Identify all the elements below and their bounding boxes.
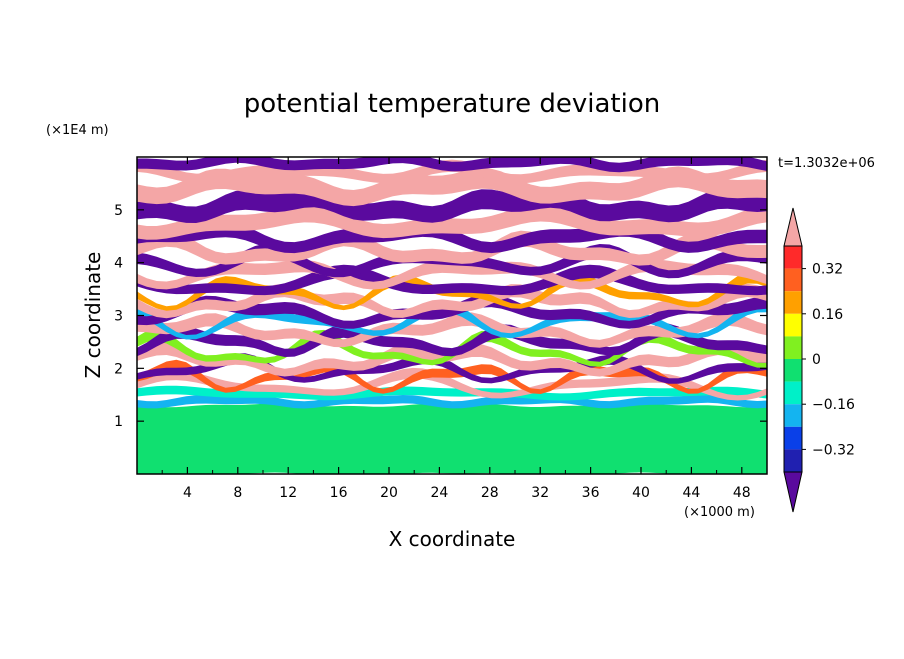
- x-tick-label: 16: [330, 485, 348, 501]
- time-label: t=1.3032e+06: [778, 156, 875, 171]
- contour-band: [137, 312, 767, 348]
- colorbar-swatch: [784, 381, 802, 405]
- colorbar-label: −0.16: [812, 397, 855, 413]
- colorbar: 0.32 0.16 0 −0.16 −0.32: [783, 207, 855, 513]
- x-tick-label: 4: [183, 485, 192, 501]
- colorbar-label: 0.32: [812, 262, 843, 278]
- contour-band: [137, 385, 767, 401]
- colorbar-swatch: [784, 449, 802, 472]
- x-axis-title: X coordinate: [389, 527, 516, 551]
- contour-band: [137, 293, 767, 329]
- y-tick-label: 4: [114, 256, 123, 272]
- contour-band: [137, 403, 767, 474]
- y-tick-label: 2: [114, 361, 123, 377]
- x-tick-label: 32: [531, 485, 549, 501]
- x-tick-label: 36: [582, 485, 600, 501]
- y-axis: 1 2 3 4 5: [114, 203, 767, 430]
- y-tick-label: 3: [114, 309, 123, 325]
- x-tick-label: 24: [430, 485, 448, 501]
- x-tick-label: 8: [233, 485, 242, 501]
- x-tick-label: 44: [682, 485, 700, 501]
- x-tick-label: 28: [481, 485, 499, 501]
- colorbar-swatch: [784, 313, 802, 337]
- contour-band: [137, 394, 767, 409]
- y-unit-label: (×1E4 m): [46, 123, 109, 138]
- contour-band: [137, 367, 767, 401]
- chart-title: potential temperature deviation: [244, 89, 660, 119]
- x-tick-label: 20: [380, 485, 398, 501]
- y-axis-title: Z coordinate: [81, 252, 105, 379]
- contour-band: [137, 230, 767, 266]
- colorbar-swatch: [784, 359, 802, 382]
- colorbar-label: 0.16: [812, 307, 843, 323]
- colorbar-swatch: [784, 246, 802, 269]
- contour-band: [137, 166, 767, 207]
- contour-field: [137, 157, 767, 474]
- colorbar-swatch: [784, 268, 802, 292]
- contour-band: [137, 157, 767, 173]
- contour-band: [137, 186, 767, 223]
- x-tick-label: 40: [632, 485, 650, 501]
- colorbar-label: 0: [812, 352, 821, 368]
- colorbar-swatch: [784, 291, 802, 314]
- colorbar-bottom-extension: [783, 471, 803, 513]
- colorbar-swatch: [784, 336, 802, 359]
- colorbar-label: −0.32: [812, 442, 855, 458]
- contour-band: [137, 259, 767, 290]
- colorbar-swatch: [784, 404, 802, 427]
- contour-band: [137, 264, 767, 296]
- contour-band: [137, 341, 767, 377]
- x-axis: 4 8 12 16 20 24 28 32 36 40 44 48: [161, 157, 751, 501]
- x-tick-label: 48: [733, 485, 751, 501]
- contour-band: [137, 203, 767, 240]
- y-tick-label: 1: [114, 414, 123, 430]
- x-unit-label: (×1000 m): [684, 505, 755, 520]
- contour-band: [137, 323, 767, 357]
- colorbar-swatch: [784, 426, 802, 450]
- y-tick-label: 5: [114, 203, 123, 219]
- colorbar-top-extension: [783, 207, 803, 247]
- x-tick-label: 12: [279, 485, 297, 501]
